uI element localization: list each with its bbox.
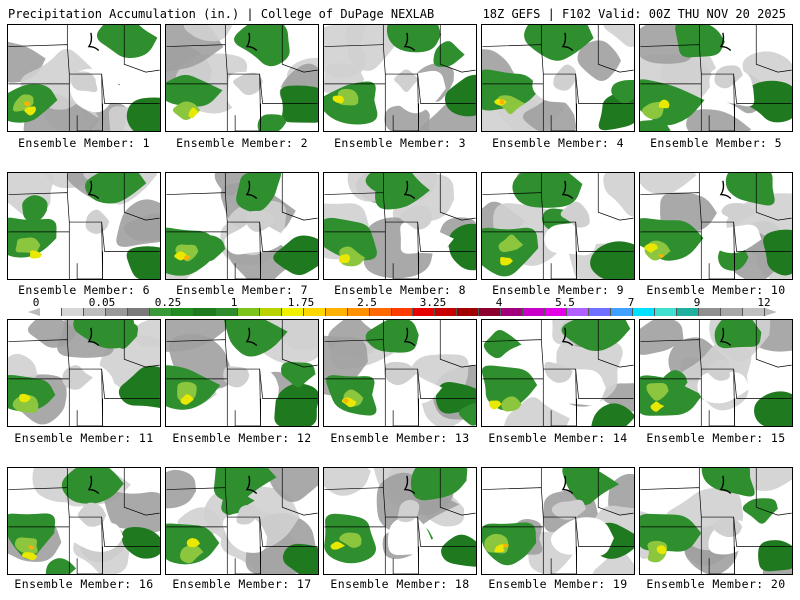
member-label-1: Ensemble Member: 1 xyxy=(18,136,150,150)
scale-swatch xyxy=(567,308,590,316)
member-label-10: Ensemble Member: 10 xyxy=(646,283,786,297)
scale-tick-label: 1 xyxy=(230,296,238,309)
scale-tick-label: 9 xyxy=(693,296,701,309)
member-map-12 xyxy=(165,319,319,427)
member-label-17: Ensemble Member: 17 xyxy=(172,577,312,591)
member-map-4 xyxy=(481,24,635,132)
scale-swatch xyxy=(61,308,84,316)
scale-swatch xyxy=(589,308,612,316)
member-map-19 xyxy=(481,467,635,575)
scale-swatch xyxy=(721,308,743,316)
scale-swatch xyxy=(457,308,480,316)
member-map-15 xyxy=(639,319,793,427)
member-label-6: Ensemble Member: 6 xyxy=(18,283,150,297)
scale-tick-label: 0.25 xyxy=(154,296,182,309)
chart-title: Precipitation Accumulation (in.) | Colle… xyxy=(8,7,435,21)
scale-swatch xyxy=(523,308,546,316)
member-map-13 xyxy=(323,319,477,427)
scale-swatch xyxy=(83,308,106,316)
scale-swatch xyxy=(281,308,304,316)
scale-swatch xyxy=(545,308,568,316)
scale-swatch xyxy=(40,308,62,316)
scale-tick-label: 1.75 xyxy=(287,296,315,309)
scale-tick-label: 4 xyxy=(495,296,503,309)
scale-swatch xyxy=(501,308,524,316)
member-label-7: Ensemble Member: 7 xyxy=(176,283,308,297)
member-map-17 xyxy=(165,467,319,575)
member-map-16 xyxy=(7,467,161,575)
scale-swatch xyxy=(325,308,348,316)
scale-tick-label: 7 xyxy=(627,296,635,309)
member-map-1 xyxy=(7,24,161,132)
member-label-5: Ensemble Member: 5 xyxy=(650,136,782,150)
member-map-20 xyxy=(639,467,793,575)
member-map-6 xyxy=(7,172,161,280)
member-map-11 xyxy=(7,319,161,427)
scale-swatch xyxy=(655,308,678,316)
scale-swatch xyxy=(303,308,326,316)
scale-swatch xyxy=(171,308,194,316)
run-info: 18Z GEFS | F102 Valid: 00Z THU NOV 20 20… xyxy=(482,7,786,21)
scale-left-arrow xyxy=(28,308,40,316)
member-label-3: Ensemble Member: 3 xyxy=(334,136,466,150)
scale-swatch xyxy=(611,308,634,316)
scale-swatch xyxy=(633,308,656,316)
scale-bar xyxy=(40,308,765,316)
member-label-13: Ensemble Member: 13 xyxy=(330,431,470,445)
scale-swatch xyxy=(259,308,282,316)
scale-tick-label: 3.25 xyxy=(419,296,447,309)
member-map-2 xyxy=(165,24,319,132)
scale-swatch xyxy=(391,308,414,316)
scale-swatch xyxy=(193,308,216,316)
scale-swatch xyxy=(677,308,700,316)
member-map-8 xyxy=(323,172,477,280)
scale-tick-label: 5.5 xyxy=(555,296,575,309)
member-label-15: Ensemble Member: 15 xyxy=(646,431,786,445)
scale-tick-label: 0.05 xyxy=(88,296,116,309)
member-map-18 xyxy=(323,467,477,575)
member-label-11: Ensemble Member: 11 xyxy=(14,431,154,445)
scale-tick-label: 12 xyxy=(757,296,771,309)
member-map-10 xyxy=(639,172,793,280)
scale-swatch xyxy=(743,308,765,316)
scale-right-arrow xyxy=(765,308,777,316)
member-label-18: Ensemble Member: 18 xyxy=(330,577,470,591)
scale-swatch xyxy=(479,308,502,316)
scale-tick-label: 0 xyxy=(32,296,40,309)
scale-swatch xyxy=(149,308,172,316)
scale-swatch xyxy=(413,308,436,316)
member-label-16: Ensemble Member: 16 xyxy=(14,577,154,591)
member-label-8: Ensemble Member: 8 xyxy=(334,283,466,297)
scale-swatch xyxy=(105,308,128,316)
member-label-4: Ensemble Member: 4 xyxy=(492,136,624,150)
member-label-9: Ensemble Member: 9 xyxy=(492,283,624,297)
member-map-14 xyxy=(481,319,635,427)
member-map-9 xyxy=(481,172,635,280)
scale-swatch xyxy=(127,308,150,316)
member-label-19: Ensemble Member: 19 xyxy=(488,577,628,591)
color-scale: 0 0.05 0.25 1 1.75 2.5 3.25 4 5.5 7 9 12 xyxy=(0,296,800,318)
member-label-14: Ensemble Member: 14 xyxy=(488,431,628,445)
member-label-12: Ensemble Member: 12 xyxy=(172,431,312,445)
scale-swatch xyxy=(347,308,370,316)
scale-swatch xyxy=(237,308,260,316)
member-map-7 xyxy=(165,172,319,280)
scale-swatch xyxy=(369,308,392,316)
scale-tick-label: 2.5 xyxy=(357,296,377,309)
scale-swatch xyxy=(215,308,238,316)
member-label-2: Ensemble Member: 2 xyxy=(176,136,308,150)
scale-swatch xyxy=(699,308,722,316)
member-label-20: Ensemble Member: 20 xyxy=(646,577,786,591)
scale-swatch xyxy=(435,308,458,316)
member-map-3 xyxy=(323,24,477,132)
member-map-5 xyxy=(639,24,793,132)
